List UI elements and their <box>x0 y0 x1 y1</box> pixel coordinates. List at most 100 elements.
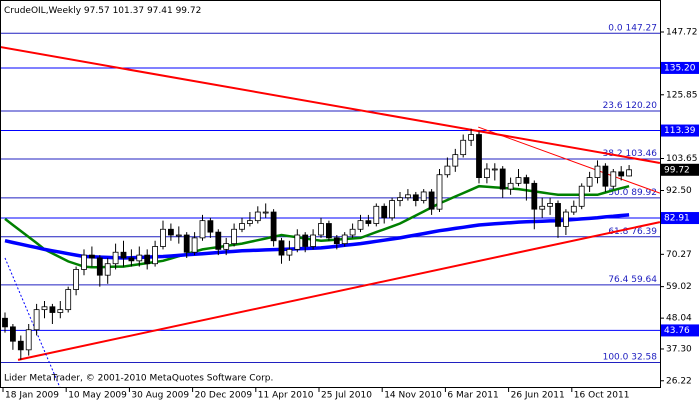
fibo-price: 89.92 <box>631 187 657 197</box>
y-tick-label: 37.30 <box>666 344 692 354</box>
candle-body <box>333 237 340 245</box>
x-tick-label: 18 Jan 2009 <box>5 391 59 401</box>
fibo-price: 147.27 <box>626 23 658 33</box>
candle-body <box>618 171 625 177</box>
hline-label-text: 113.39 <box>664 126 696 136</box>
candle-body <box>246 220 253 224</box>
y-tick-label: 70.27 <box>666 250 692 260</box>
y-tick-label: 92.50 <box>666 186 692 196</box>
hline-label-bg <box>661 124 699 137</box>
candle-body <box>460 139 467 156</box>
last-high: 101.37 <box>113 6 145 16</box>
candle-body <box>381 205 388 219</box>
hline-label: 43.76 <box>661 324 699 337</box>
candle-body <box>357 220 364 230</box>
candle-body <box>81 254 87 270</box>
candle-body <box>41 306 48 311</box>
x-tick-label: 6 Mar 2011 <box>447 391 498 401</box>
trendline <box>17 221 660 361</box>
hline-label: 113.39 <box>661 124 699 137</box>
symbol-name: CrudeOIL,Weekly <box>4 6 82 16</box>
candle-body <box>160 228 166 247</box>
candle-body <box>96 257 103 276</box>
candle-body <box>404 194 411 199</box>
candle-body <box>373 205 380 224</box>
trendline <box>4 257 61 387</box>
y-tick-label: 147.72 <box>666 27 698 37</box>
candle-body <box>183 234 190 253</box>
candle-body <box>175 234 182 237</box>
candle-body <box>586 177 593 187</box>
candle-body <box>302 234 309 247</box>
fibo-level: 100.0 <box>603 352 629 362</box>
x-tick-label: 26 Jun 2011 <box>511 391 565 401</box>
candle-body <box>262 211 269 214</box>
candle-body <box>278 240 285 256</box>
x-tick-label: 25 Jul 2010 <box>321 391 372 401</box>
candle-body <box>389 200 396 219</box>
trendline <box>1 46 660 164</box>
candle-body <box>294 234 301 250</box>
fibo-label: 23.6 120.20 <box>603 100 658 110</box>
fibo-label: 0.0 147.27 <box>608 23 657 33</box>
hline-label: 82.91 <box>661 212 699 225</box>
candle-body <box>626 169 632 177</box>
candle-body <box>144 254 151 265</box>
trendline <box>478 126 660 194</box>
candle-body <box>25 329 32 351</box>
hline-label: 135.20 <box>661 61 699 74</box>
candle-body <box>239 223 245 230</box>
candle-body <box>483 168 490 178</box>
hline-label-bg <box>661 61 699 74</box>
price-label-bg <box>661 163 699 176</box>
candle-body <box>65 289 72 311</box>
candle-body <box>436 174 443 210</box>
hline-label-text: 135.20 <box>664 63 696 73</box>
candle-body <box>152 246 159 265</box>
candle-body <box>578 185 585 207</box>
x-tick-label: 10 May 2009 <box>68 391 127 401</box>
candle-body <box>341 234 348 245</box>
candle-body <box>499 168 506 190</box>
fibo-price: 120.20 <box>626 100 658 110</box>
price-label-text: 99.72 <box>664 165 690 175</box>
y-tick-label: 26.22 <box>666 376 692 386</box>
axis-area: 147.72 125.85 103.65 92.50 70.27 59.02 48.04 37… <box>2 27 699 401</box>
last-low: 97.41 <box>147 6 173 16</box>
candle-body <box>191 237 198 253</box>
candle-body <box>349 228 356 236</box>
candle-body <box>523 177 530 184</box>
hline-label-text: 82.91 <box>664 214 690 224</box>
hline-label-bg <box>661 212 699 225</box>
candle-body <box>547 203 553 207</box>
last-open: 97.57 <box>84 6 110 16</box>
fibo-label: 38.2 103.46 <box>603 149 658 159</box>
candle-body <box>325 223 332 239</box>
candle-body <box>33 309 40 331</box>
candle-body <box>207 220 214 233</box>
candle-body <box>397 197 403 201</box>
candle-body <box>223 243 230 250</box>
last-close: 99.72 <box>176 6 202 16</box>
candle-body <box>428 191 435 210</box>
y-tick-label: 48.04 <box>666 314 692 324</box>
hline-label-text: 43.76 <box>664 326 690 336</box>
x-tick-label: 16 Oct 2011 <box>574 391 630 401</box>
y-tick-label: 59.02 <box>666 282 692 292</box>
candle-body <box>539 205 546 210</box>
candle-body <box>570 205 577 213</box>
candle-body <box>73 269 79 290</box>
candle-body <box>104 263 111 276</box>
moving-average <box>4 213 630 260</box>
candle-body <box>594 165 601 178</box>
fibo-level: 23.6 <box>603 100 623 110</box>
candle-body <box>128 257 135 262</box>
plot-area: 0.0 147.27 23.6 120.20 38.2 103.46 50.0 89.… <box>1 23 660 387</box>
fibo-level: 38.2 <box>603 149 623 159</box>
candle-body <box>610 171 617 187</box>
price-label: 99.72 <box>661 163 699 176</box>
fibo-price: 103.46 <box>626 149 658 159</box>
candle-body <box>491 168 498 171</box>
candle-body <box>199 220 206 239</box>
